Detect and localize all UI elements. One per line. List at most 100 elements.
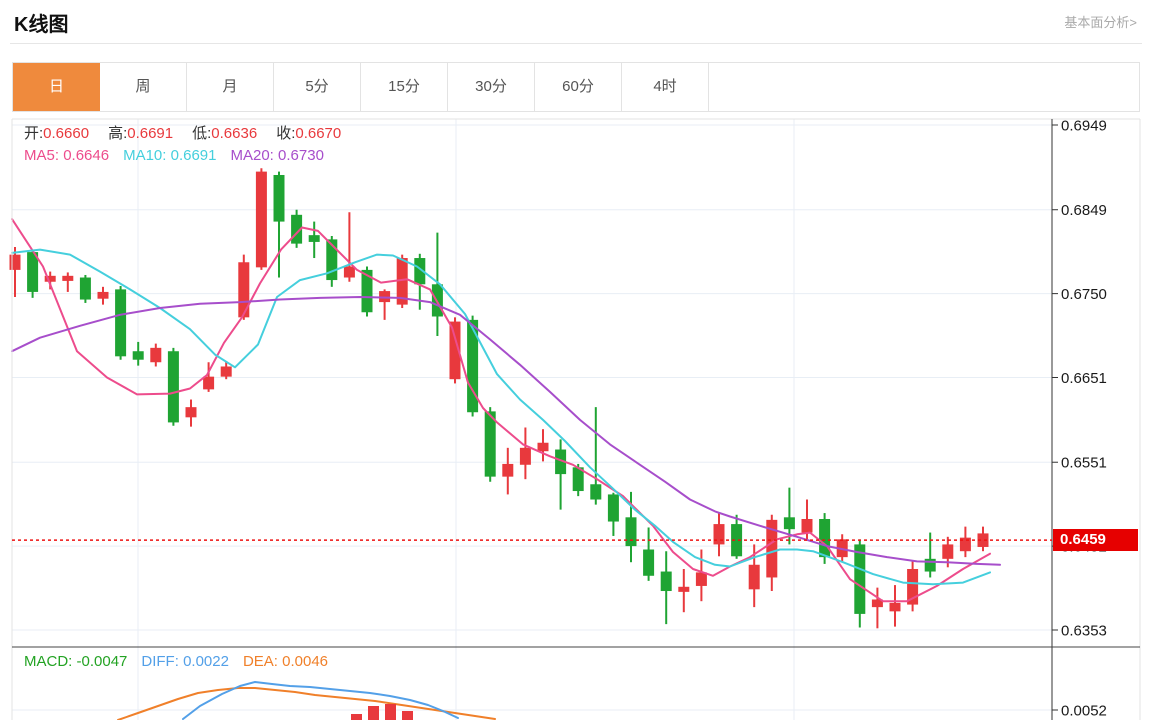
tab-5min[interactable]: 5分 [274,63,361,111]
candle-body [396,258,408,305]
candle-body [695,572,707,586]
candle-body [97,291,109,299]
candle-body [414,258,426,285]
candle-body [977,533,989,547]
tab-30min[interactable]: 30分 [448,63,535,111]
candle-body [132,351,144,360]
candle-body [484,411,496,477]
candle-body [924,558,936,572]
page-title: K线图 [14,14,69,36]
macd-legend: MACD: -0.0047 DIFF: 0.0022 DEA: 0.0046 [24,653,342,670]
y-tick-label: 0.6949 [1061,118,1107,135]
period-tabbar: 日 周 月 5分 15分 30分 60分 4时 [12,62,1140,112]
candle-body [678,586,690,592]
candle-body [660,571,672,592]
candle-body [537,442,549,452]
candle-body [203,376,215,390]
fundamental-analysis-link[interactable]: 基本面分析> [1064,15,1137,30]
tab-60min[interactable]: 60分 [535,63,622,111]
candle-body [766,519,778,578]
macd-hist-bar [385,704,396,720]
candle-body [607,494,619,522]
candle-body [819,519,831,558]
y-tick-label: 0.6353 [1061,623,1107,640]
candle-body [150,347,162,363]
candle-body [79,277,91,300]
macd-axis-label: 0.0052 [1061,703,1107,720]
low-label: 低: [192,125,212,142]
ma5-value: 0.6646 [63,147,110,164]
diff-value: 0.0022 [183,653,229,670]
candle-body [44,275,56,282]
close-value: 0.6670 [295,125,342,142]
candle-body [854,544,866,614]
tab-15min[interactable]: 15分 [361,63,448,111]
y-tick-label: 0.6551 [1061,455,1107,472]
candle-body [291,214,303,244]
y-tick-label: 0.6750 [1061,286,1107,303]
candle-body [467,319,479,413]
diff-label: DIFF: [141,653,179,670]
ma10-label: MA10: [123,147,167,164]
macd-label: MACD: [24,653,73,670]
tab-week[interactable]: 周 [100,63,187,111]
macd-hist-bar [402,711,413,720]
candle-body [959,537,971,552]
candle-body [643,549,655,576]
macd-value: -0.0047 [76,653,128,670]
candle-body [255,171,267,268]
candle-body [625,517,637,547]
ma10-value: 0.6691 [170,147,217,164]
macd-hist-bar [368,706,379,720]
tab-month[interactable]: 月 [187,63,274,111]
candle-body [731,524,743,557]
ma5-label: MA5: [24,147,60,164]
ma20-value: 0.6730 [278,147,324,164]
tab-day[interactable]: 日 [13,63,100,111]
ma5-line [11,218,991,603]
y-tick-label: 0.6651 [1061,370,1107,387]
high-label: 高: [108,125,128,142]
ma20-line [11,296,1001,566]
candle-body [115,289,127,357]
candle-body [167,351,179,423]
candle-body [590,484,602,500]
candle-body [326,239,338,281]
macd-hist-bar [351,714,362,720]
candle-body [220,366,232,377]
candle-body [889,602,901,612]
candle-body [361,269,373,313]
candle-body [519,447,531,465]
candle-body [238,262,250,318]
ma-legend: MA5: 0.6646 MA10: 0.6691 MA20: 0.6730 [24,147,338,164]
candle-body [343,266,355,278]
candle-body [308,235,320,242]
candle-body [9,254,21,270]
header-divider [10,43,1142,44]
open-value: 0.6660 [43,125,90,142]
candle-body [871,599,883,608]
candle-body [907,568,919,605]
candle-body [572,467,584,492]
ma10-line [11,248,991,586]
dea-value: 0.0046 [282,653,329,670]
candle-body [62,275,74,281]
candle-body [801,519,813,533]
dea-label: DEA: [242,653,278,670]
open-label: 开: [24,125,44,142]
tab-4hour[interactable]: 4时 [622,63,709,111]
close-label: 收: [276,125,296,142]
low-value: 0.6636 [211,125,258,142]
candle-body [713,524,725,545]
candle-body [555,449,567,475]
ohlc-legend: 开:0.6660 高:0.6691 低:0.6636 收:0.6670 [24,122,360,143]
candle-body [185,407,197,418]
candle-body [748,564,760,590]
current-price-tag: 0.6459 [1053,529,1138,551]
diff-line [182,681,459,720]
high-value: 0.6691 [127,125,174,142]
y-tick-label: 0.6849 [1061,202,1107,219]
ma20-label: MA20: [230,147,274,164]
